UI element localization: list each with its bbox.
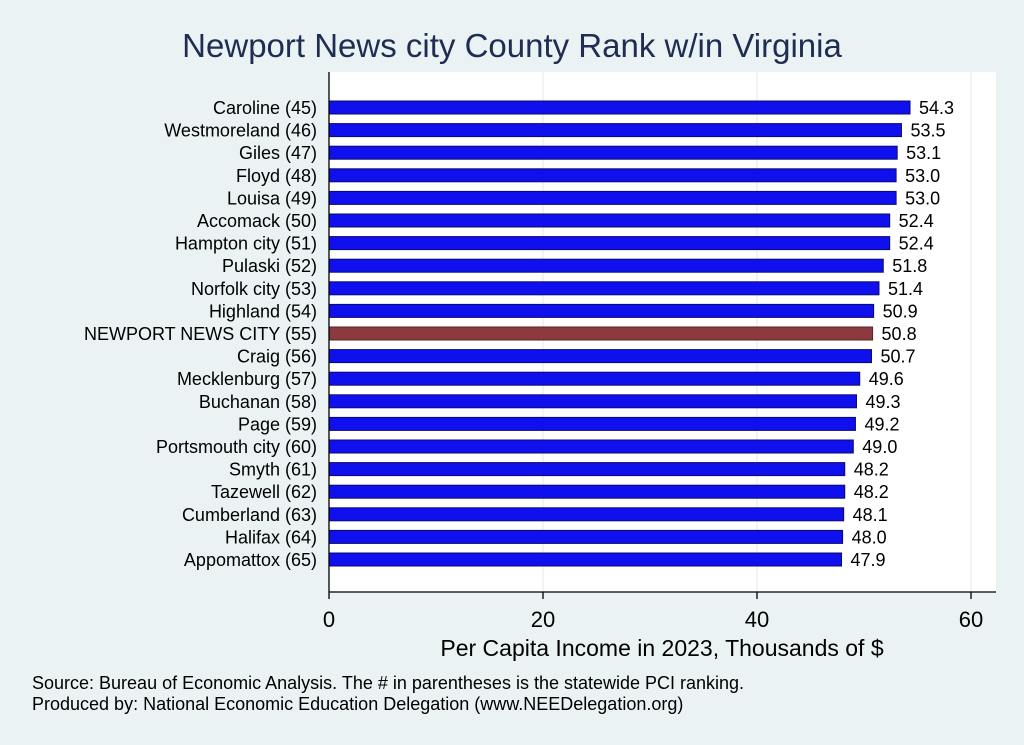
value-label: 48.0 (852, 527, 887, 547)
value-label: 50.9 (883, 301, 918, 321)
category-label: Westmoreland (46) (164, 121, 317, 141)
bar (328, 258, 884, 273)
bar (328, 123, 902, 138)
bar (328, 349, 872, 364)
bar (328, 371, 861, 386)
bar (328, 394, 858, 409)
value-label: 50.7 (880, 347, 915, 367)
category-label: Appomattox (65) (184, 550, 317, 570)
value-label: 53.0 (905, 166, 940, 186)
x-tick-label: 0 (323, 607, 335, 632)
category-label: Giles (47) (239, 143, 317, 163)
category-label: Page (59) (238, 414, 317, 434)
bar (328, 168, 897, 183)
value-label: 47.9 (851, 550, 886, 570)
value-label: 51.4 (888, 279, 923, 299)
value-label: 53.1 (906, 143, 941, 163)
category-label: Buchanan (58) (199, 392, 317, 412)
category-label: Floyd (48) (236, 166, 317, 186)
bar (328, 552, 843, 567)
value-label: 49.6 (869, 369, 904, 389)
bar (328, 281, 880, 296)
bar (328, 326, 874, 341)
value-label: 48.1 (853, 505, 888, 525)
category-label: Tazewell (62) (211, 482, 317, 502)
category-label: Smyth (61) (229, 460, 317, 480)
category-label: Accomack (50) (197, 211, 317, 231)
category-label: Louisa (49) (227, 188, 317, 208)
category-label: Cumberland (63) (182, 505, 317, 525)
bar (328, 439, 854, 454)
category-label: Mecklenburg (57) (177, 369, 317, 389)
chart-notes: Source: Bureau of Economic Analysis. The… (32, 673, 744, 715)
bar (328, 100, 911, 115)
category-label: Halifax (64) (225, 527, 317, 547)
bar (328, 303, 875, 318)
value-label: 49.0 (862, 437, 897, 457)
bars: 54.353.553.153.053.052.452.451.851.450.9… (328, 98, 954, 570)
value-label: 53.5 (910, 121, 945, 141)
chart-title: Newport News city County Rank w/in Virgi… (182, 27, 842, 64)
x-tick-label: 20 (531, 607, 555, 632)
value-label: 50.8 (882, 324, 917, 344)
bar (328, 484, 846, 499)
value-label: 53.0 (905, 188, 940, 208)
bar (328, 462, 846, 477)
bar (328, 236, 891, 251)
source-note: Source: Bureau of Economic Analysis. The… (32, 673, 745, 693)
value-label: 49.2 (864, 414, 899, 434)
category-label: Norfolk city (53) (191, 279, 317, 299)
x-axis-title: Per Capita Income in 2023, Thousands of … (440, 635, 883, 661)
value-label: 54.3 (919, 98, 954, 118)
category-label: Portsmouth city (60) (156, 437, 317, 457)
bar (328, 416, 856, 431)
bar (328, 507, 845, 522)
value-label: 52.4 (899, 211, 934, 231)
producer-note: Produced by: National Economic Education… (32, 694, 684, 714)
category-label: Caroline (45) (213, 98, 317, 118)
value-label: 51.8 (892, 256, 927, 276)
value-label: 52.4 (899, 234, 934, 254)
bar (328, 529, 844, 544)
value-label: 49.3 (866, 392, 901, 412)
category-label: Pulaski (52) (222, 256, 317, 276)
value-label: 48.2 (854, 460, 889, 480)
x-tick-label: 40 (745, 607, 769, 632)
category-label: Hampton city (51) (175, 234, 317, 254)
x-tick-label: 60 (959, 607, 983, 632)
value-label: 48.2 (854, 482, 889, 502)
axes: Caroline (45) Westmoreland (46)Giles (47)… (84, 72, 996, 632)
category-label: Highland (54) (209, 301, 317, 321)
category-label: Craig (56) (237, 347, 317, 367)
bar (328, 145, 898, 160)
bar (328, 213, 891, 228)
bar (328, 190, 897, 205)
category-label: NEWPORT NEWS CITY (55) (84, 324, 317, 344)
